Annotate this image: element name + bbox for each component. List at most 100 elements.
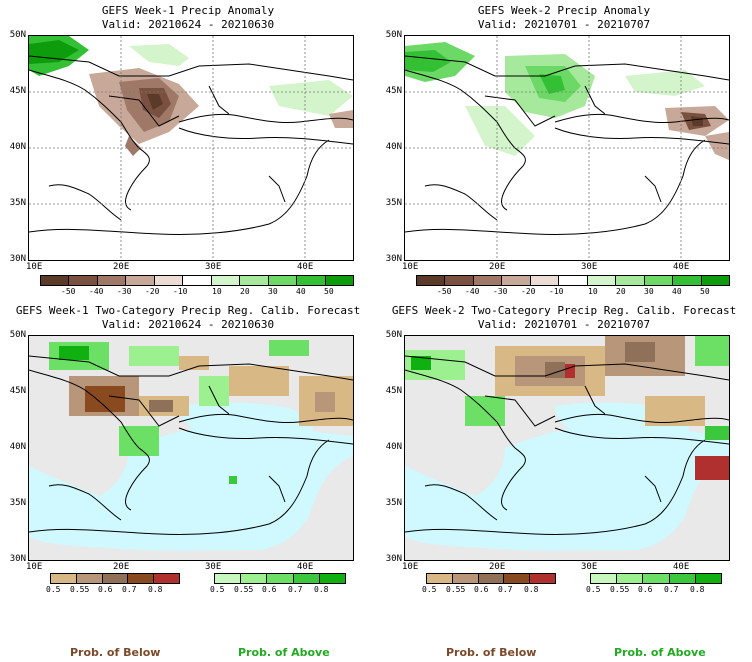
anomaly-map <box>404 35 730 261</box>
colorbar-label: 0.6 <box>638 585 653 594</box>
colorbar-label: 10 <box>212 287 222 296</box>
colorbar-swatch <box>211 276 241 285</box>
prob-below-caption: Prob. of Below <box>446 646 537 659</box>
lat-label: 30N <box>385 254 402 264</box>
lon-label: 40E <box>297 562 314 572</box>
lon-label: 30E <box>581 262 598 272</box>
lat-label: 40N <box>385 442 402 452</box>
colorbar-swatch <box>102 574 129 583</box>
colorbar-label: 50 <box>324 287 334 296</box>
panel-valid-date: Valid: 20210624 - 20210630 <box>101 18 275 31</box>
above-colorbar <box>590 573 722 584</box>
prob-below-cells <box>69 356 353 426</box>
lat-label: 35N <box>9 198 26 208</box>
colorbar-label: 0.5 <box>422 585 437 594</box>
lon-label: 20E <box>113 262 130 272</box>
colorbar-swatch <box>241 574 268 583</box>
lon-label: 30E <box>205 262 222 272</box>
colorbar-swatch <box>502 276 531 285</box>
colorbar-swatch <box>325 276 353 285</box>
colorbar-swatch <box>617 574 644 583</box>
colorbar-swatch <box>154 574 179 583</box>
colorbar-swatch <box>69 276 98 285</box>
colorbar-swatch <box>319 574 346 583</box>
anomaly-colorbar <box>416 275 730 286</box>
colorbar-label: 30 <box>644 287 654 296</box>
colorbar-label: 0.5 <box>210 585 225 594</box>
colorbar-label: 0.8 <box>690 585 705 594</box>
colorbar-label: 0.55 <box>234 585 254 594</box>
panel-valid-date: Valid: 20210701 - 20210707 <box>477 18 651 31</box>
lat-label: 30N <box>9 554 26 564</box>
above-colorbar <box>214 573 346 584</box>
colorbar-swatch <box>51 574 77 583</box>
colorbar-swatch <box>616 276 645 285</box>
colorbar-label: 0.8 <box>148 585 163 594</box>
below-colorbar <box>50 573 180 584</box>
lon-label: 40E <box>673 562 690 572</box>
below-colorbar <box>426 573 556 584</box>
lat-label: 45N <box>9 386 26 396</box>
colorbar-label: 0.5 <box>586 585 601 594</box>
prob-above-caption: Prob. of Above <box>238 646 330 659</box>
colorbar-label: 0.55 <box>446 585 466 594</box>
colorbar-swatch <box>183 276 212 285</box>
anomaly-map <box>28 35 354 261</box>
panel-title: GEFS Week-2 Precip Anomaly <box>477 4 651 17</box>
colorbar-label: 0.6 <box>98 585 113 594</box>
colorbar-label: 0.6 <box>474 585 489 594</box>
colorbar-swatch <box>267 574 294 583</box>
lon-label: 20E <box>489 262 506 272</box>
colorbar-label: -40 <box>89 287 104 296</box>
colorbar-label: -50 <box>61 287 76 296</box>
colorbar-swatch <box>240 276 269 285</box>
colorbar-label: -20 <box>145 287 160 296</box>
colorbar-swatch <box>293 574 320 583</box>
panel-valid-date: Valid: 20210624 - 20210630 <box>101 318 275 331</box>
colorbar-swatch <box>154 276 184 285</box>
prob-below-caption: Prob. of Below <box>70 646 161 659</box>
lon-label: 10E <box>26 262 43 272</box>
colorbar-swatch <box>473 276 503 285</box>
colorbar-swatch <box>268 276 298 285</box>
colorbar-swatch <box>215 574 242 583</box>
colorbar-swatch <box>591 574 618 583</box>
colorbar-swatch <box>417 276 446 285</box>
colorbar-swatch <box>695 574 722 583</box>
lat-label: 35N <box>385 198 402 208</box>
panel-week2-category: GEFS Week-2 Two-Category Precip Reg. Cal… <box>376 300 752 600</box>
colorbar-swatch <box>445 276 474 285</box>
lat-label: 35N <box>385 498 402 508</box>
colorbar-label: -20 <box>521 287 536 296</box>
colorbar-label: 40 <box>296 287 306 296</box>
colorbar-label: -30 <box>493 287 508 296</box>
colorbar-label: 0.7 <box>664 585 679 594</box>
colorbar-swatch <box>41 276 70 285</box>
lat-label: 45N <box>385 86 402 96</box>
colorbar-label: 0.55 <box>70 585 90 594</box>
panel-title: GEFS Week-2 Two-Category Precip Reg. Cal… <box>391 304 737 317</box>
colorbar-label: 0.55 <box>610 585 630 594</box>
lon-label: 30E <box>205 562 222 572</box>
lon-label: 20E <box>113 562 130 572</box>
colorbar-label: -40 <box>465 287 480 296</box>
colorbar-swatch <box>559 276 588 285</box>
lat-label: 40N <box>385 142 402 152</box>
lat-label: 50N <box>385 330 402 340</box>
lon-label: 20E <box>489 562 506 572</box>
category-map <box>28 335 354 561</box>
colorbar-swatch <box>504 574 531 583</box>
colorbar-label: 0.8 <box>314 585 329 594</box>
lon-label: 10E <box>26 562 43 572</box>
colorbar-label: -10 <box>549 287 564 296</box>
colorbar-swatch <box>587 276 617 285</box>
panel-week1-category: GEFS Week-1 Two-Category Precip Reg. Cal… <box>0 300 376 600</box>
lon-label: 10E <box>402 262 419 272</box>
lat-label: 50N <box>9 330 26 340</box>
colorbar-swatch <box>643 574 670 583</box>
lat-label: 30N <box>9 254 26 264</box>
lat-label: 45N <box>385 386 402 396</box>
lat-label: 35N <box>9 498 26 508</box>
lon-label: 10E <box>402 562 419 572</box>
category-map <box>404 335 730 561</box>
